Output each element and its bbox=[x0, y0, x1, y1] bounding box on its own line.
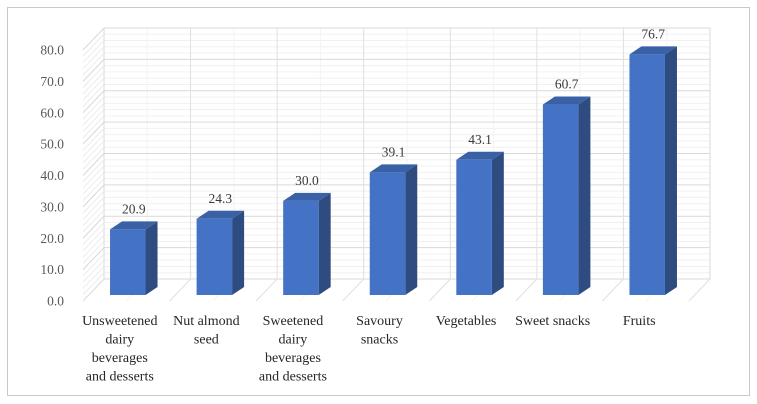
left-wall-diagonal bbox=[82, 109, 105, 132]
bar-3 bbox=[283, 200, 319, 295]
bar-side-face bbox=[145, 221, 158, 295]
floor-diagonal bbox=[428, 278, 451, 302]
bar-data-label: 43.1 bbox=[468, 132, 492, 147]
left-wall-diagonal bbox=[82, 228, 105, 252]
bar-2 bbox=[196, 218, 233, 295]
left-wall-diagonal bbox=[82, 272, 105, 296]
left-wall-diagonal bbox=[82, 197, 105, 220]
floor-diagonal bbox=[688, 278, 711, 302]
left-wall-diagonal bbox=[82, 222, 105, 245]
bar-side-face bbox=[405, 164, 418, 295]
bar-side-face bbox=[491, 151, 504, 295]
bar-top-face bbox=[456, 151, 504, 160]
bar-top-face bbox=[283, 192, 331, 201]
floor-diagonal bbox=[515, 278, 538, 302]
left-wall-diagonal bbox=[82, 171, 105, 195]
left-wall-diagonal bbox=[82, 234, 105, 258]
bar-6 bbox=[542, 104, 579, 296]
left-wall-diagonal bbox=[82, 84, 105, 107]
left-wall-diagonal bbox=[82, 146, 105, 170]
left-wall-diagonal bbox=[82, 259, 105, 283]
floor-diagonal bbox=[342, 278, 365, 302]
left-wall-diagonal bbox=[82, 115, 105, 139]
bar-side-face bbox=[232, 210, 245, 295]
left-wall-diagonal bbox=[82, 153, 105, 176]
left-wall-diagonal bbox=[82, 209, 105, 233]
category-label: Unsweetened dairy beverages and desserts bbox=[82, 314, 157, 385]
bar-data-label: 76.7 bbox=[641, 26, 665, 41]
left-wall-diagonal bbox=[82, 184, 105, 208]
left-wall-diagonal bbox=[82, 241, 105, 264]
bar-top-face bbox=[542, 96, 591, 105]
bar-side-face bbox=[318, 192, 331, 295]
bar-top-face bbox=[110, 221, 158, 230]
left-wall-diagonal bbox=[82, 215, 105, 239]
left-wall-diagonal bbox=[82, 52, 105, 76]
left-wall-diagonal bbox=[82, 40, 105, 63]
left-wall-diagonal bbox=[82, 247, 105, 270]
bar-top-face bbox=[196, 210, 245, 219]
left-wall-diagonal bbox=[82, 77, 105, 101]
bar-4 bbox=[369, 172, 406, 295]
left-wall-diagonal bbox=[82, 178, 105, 201]
left-wall-diagonal bbox=[82, 71, 105, 95]
left-wall-diagonal bbox=[82, 102, 105, 126]
y-axis-tick-label: 0.0 bbox=[47, 294, 64, 309]
y-axis-tick-label: 80.0 bbox=[40, 43, 64, 58]
category-label: Vegetables bbox=[436, 314, 497, 329]
floor-diagonal bbox=[255, 278, 278, 302]
y-axis-tick-label: 50.0 bbox=[40, 137, 64, 152]
left-wall-diagonal bbox=[82, 266, 105, 289]
y-axis-tick-label: 60.0 bbox=[40, 105, 64, 120]
category-label: Fruits bbox=[623, 314, 656, 329]
bar-top-face bbox=[369, 164, 418, 173]
left-wall-diagonal bbox=[82, 253, 105, 277]
left-wall-diagonal bbox=[82, 140, 105, 164]
left-wall-diagonal bbox=[82, 65, 105, 88]
floor-diagonal bbox=[82, 278, 105, 302]
category-label: Savoury snacks bbox=[356, 314, 403, 348]
bar-data-label: 30.0 bbox=[295, 173, 319, 188]
left-wall-diagonal bbox=[82, 59, 105, 82]
left-wall-diagonal bbox=[82, 46, 105, 70]
bar-7 bbox=[629, 54, 665, 296]
category-label: Sweet snacks bbox=[515, 314, 590, 329]
left-wall-diagonal bbox=[82, 90, 105, 114]
y-axis-tick-label: 20.0 bbox=[40, 231, 64, 246]
bar-side-face bbox=[664, 46, 677, 296]
bar-1 bbox=[110, 229, 146, 295]
bar-5 bbox=[456, 159, 492, 295]
category-label: Nut almond seed bbox=[173, 314, 240, 348]
left-wall-diagonal bbox=[82, 121, 105, 145]
bar-data-label: 60.7 bbox=[555, 77, 579, 92]
bar-side-face bbox=[578, 96, 591, 296]
left-wall-diagonal bbox=[82, 159, 105, 183]
left-wall-diagonal bbox=[82, 27, 105, 51]
y-axis-tick-label: 40.0 bbox=[40, 168, 64, 183]
floor-diagonal bbox=[169, 278, 191, 302]
floor-diagonal bbox=[602, 278, 624, 302]
category-label: Sweetened dairy beverages and desserts bbox=[259, 314, 327, 385]
bar-data-label: 39.1 bbox=[382, 144, 406, 159]
bar-top-face bbox=[629, 46, 677, 55]
left-wall-diagonal bbox=[82, 96, 105, 120]
left-wall-diagonal bbox=[82, 128, 105, 151]
y-axis-tick-label: 30.0 bbox=[40, 199, 64, 214]
y-axis-tick-label: 70.0 bbox=[40, 74, 64, 89]
left-wall-diagonal bbox=[82, 203, 105, 227]
left-wall-diagonal bbox=[82, 165, 105, 189]
left-wall-diagonal bbox=[82, 190, 105, 214]
bar-data-label: 20.9 bbox=[122, 201, 146, 216]
left-wall-diagonal bbox=[82, 134, 105, 158]
bar-data-label: 24.3 bbox=[209, 191, 233, 206]
left-wall-diagonal bbox=[82, 33, 105, 57]
y-axis-tick-label: 10.0 bbox=[40, 262, 64, 277]
